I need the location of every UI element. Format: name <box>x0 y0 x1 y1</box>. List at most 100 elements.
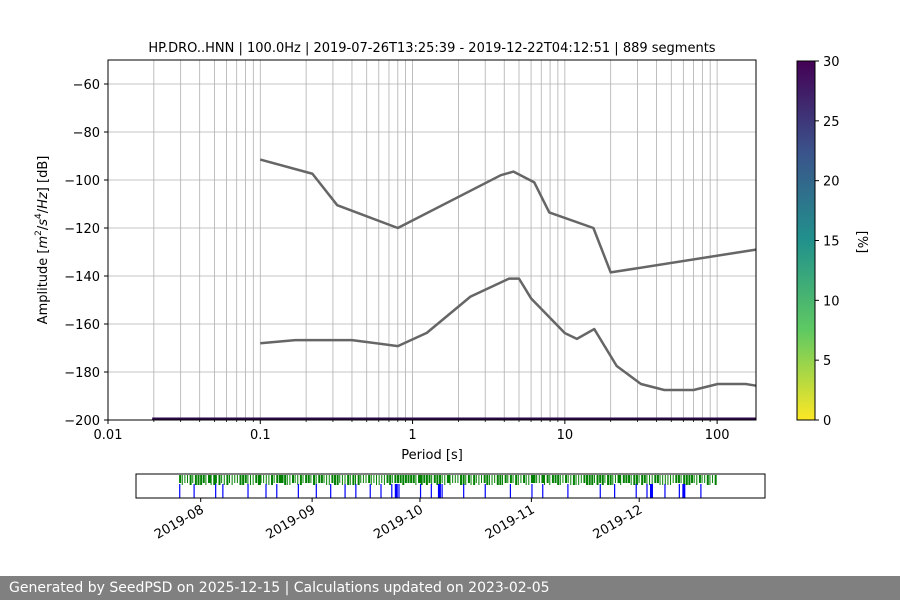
timeline-available-segment <box>633 475 636 485</box>
timeline-available-segment <box>685 475 688 485</box>
timeline-available-segment <box>659 475 661 485</box>
y-tick-label: −60 <box>73 78 100 93</box>
timeline-available-segment <box>218 475 221 485</box>
timeline-gap-marker <box>276 484 278 498</box>
timeline-available-segment <box>344 475 346 485</box>
timeline-available-segment <box>397 475 400 483</box>
timeline-available-segment <box>407 475 410 483</box>
timeline-available-segment <box>483 475 486 483</box>
timeline-available-segment <box>496 475 499 485</box>
timeline-gap-marker <box>682 484 686 498</box>
timeline-available-segment <box>247 475 249 485</box>
timeline-available-segment <box>675 475 678 483</box>
timeline-available-segment <box>604 475 606 483</box>
timeline-available-segment <box>475 475 477 483</box>
timeline-available-segment <box>651 475 653 485</box>
timeline-available-segment <box>205 475 207 485</box>
timeline-available-segment <box>197 475 200 485</box>
timeline-available-segment <box>609 475 612 485</box>
timeline-available-segment <box>339 475 341 483</box>
timeline-available-segment <box>404 475 407 483</box>
timeline-available-segment <box>554 475 557 483</box>
timeline-gap-marker <box>419 484 422 498</box>
colorbar-ticks: 0 5 10 15 20 25 30 <box>815 55 840 429</box>
timeline-available-segment <box>318 475 321 483</box>
timeline-available-segment <box>231 475 233 485</box>
timeline-gap-marker <box>265 484 267 498</box>
timeline-available-segment <box>428 475 431 483</box>
timeline-available-segment <box>362 475 364 483</box>
colorbar-tick-label: 0 <box>823 414 831 429</box>
timeline-available-segment <box>239 475 242 485</box>
timeline-available-segment <box>541 475 545 483</box>
timeline-available-segment <box>334 475 337 485</box>
timeline-available-segment <box>530 475 534 483</box>
timeline-available-segment <box>187 475 189 483</box>
timeline-available-segment <box>265 475 267 485</box>
timeline-available-segment <box>583 475 586 483</box>
timeline-available-segment <box>499 475 502 485</box>
timeline-available-segment <box>376 475 378 485</box>
timeline-available-segment <box>520 475 522 483</box>
timeline-gap-marker <box>437 484 441 498</box>
grid <box>107 60 756 421</box>
timeline-available-segment <box>491 475 493 485</box>
timeline-available-segment <box>292 475 295 483</box>
timeline-gap-marker <box>369 484 371 498</box>
timeline-available-segment <box>622 475 625 483</box>
timeline-gap-marker <box>542 484 544 498</box>
timeline-available-segment <box>580 475 582 483</box>
x-axis-ticks: 0.01 0.1 1 10 100 <box>94 420 730 443</box>
timeline-available-segment <box>286 475 288 485</box>
timeline-available-segment <box>252 475 254 485</box>
timeline-available-segment <box>635 475 638 485</box>
timeline-gap-marker <box>315 484 317 498</box>
timeline-available-segment <box>565 475 568 483</box>
x-axis-label: Period [s] <box>401 448 463 463</box>
timeline-available-segment <box>271 475 274 485</box>
timeline-available-segment <box>323 475 325 483</box>
plot-frame <box>107 59 757 421</box>
timeline-available-segment <box>347 475 350 485</box>
timeline-gap-marker <box>509 484 512 498</box>
timeline-available-segment <box>614 475 616 483</box>
timeline-available-segment <box>662 475 664 485</box>
timeline-available-segment <box>226 475 229 485</box>
timeline-available-segment <box>357 475 360 485</box>
timeline-available-segment <box>643 475 646 483</box>
timeline-gap-marker <box>297 484 299 498</box>
timeline-available-segment <box>630 475 632 485</box>
timeline-available-segment <box>263 475 265 483</box>
y-tick-label: −120 <box>64 222 100 237</box>
timeline-available-segment <box>399 475 402 483</box>
y-tick-label: −160 <box>64 318 100 333</box>
y-tick-label: −80 <box>73 126 100 141</box>
timeline-gap-marker <box>531 484 533 498</box>
timeline-available-segment <box>431 475 433 485</box>
timeline-available-segment <box>315 475 317 485</box>
timeline-available-segment <box>523 475 526 483</box>
timeline-bars <box>179 475 717 498</box>
timeline-available-segment <box>517 475 519 485</box>
colorbar-tick-label: 10 <box>823 294 840 309</box>
timeline-gap-marker <box>635 484 637 498</box>
timeline-available-segment <box>538 475 540 483</box>
timeline-available-segment <box>436 475 439 485</box>
timeline-available-segment <box>664 475 666 485</box>
timeline-available-segment <box>273 475 275 483</box>
timeline-gap-marker <box>567 484 569 498</box>
timeline-available-segment <box>488 475 490 485</box>
timeline-available-segment <box>641 475 644 485</box>
timeline-available-segment <box>672 475 674 483</box>
timeline-available-segment <box>236 475 238 483</box>
y-tick-label: −180 <box>64 366 100 381</box>
timeline-available-segment <box>504 475 507 483</box>
timeline-available-segment <box>478 475 480 485</box>
chart-title: HP.DRO..HNN | 100.0Hz | 2019-07-26T13:25… <box>148 41 715 56</box>
timeline-available-segment <box>557 475 560 485</box>
colorbar-tick-label: 20 <box>823 175 840 190</box>
timeline-gap-marker <box>179 484 181 498</box>
timeline-available-segment <box>360 475 362 483</box>
timeline-available-segment <box>328 475 330 485</box>
timeline-available-segment <box>570 475 572 485</box>
